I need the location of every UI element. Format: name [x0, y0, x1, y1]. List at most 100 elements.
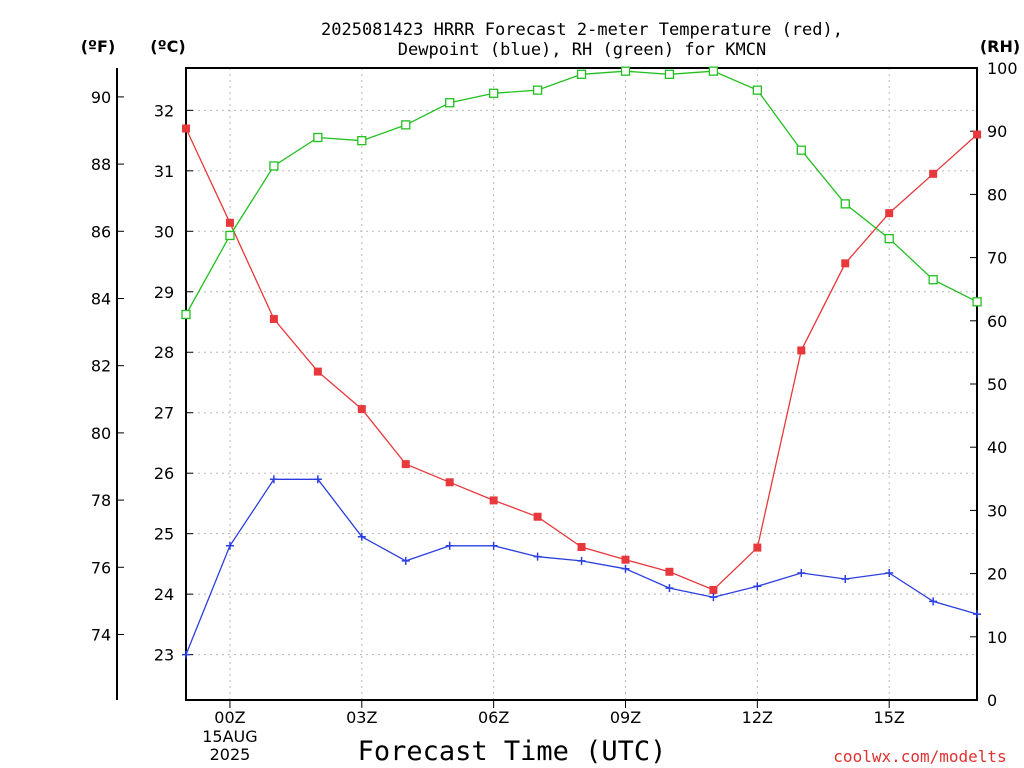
temperature-point	[533, 512, 542, 521]
rh-point	[488, 88, 499, 98]
tick-label-rh: 80	[987, 185, 1007, 204]
dewpoint-point	[401, 556, 410, 565]
tick-label-x: 12Z	[742, 708, 773, 727]
temperature-point	[577, 542, 586, 551]
dewpoint-point	[577, 556, 586, 565]
credit-text: coolwx.com/modelts	[833, 747, 1006, 766]
tick-label-rh: 50	[987, 375, 1007, 394]
tick-label-celsius: 31	[154, 162, 174, 181]
tick-label-fahrenheit: 74	[91, 625, 111, 644]
tick-label-x: 03Z	[346, 708, 377, 727]
tick-label-rh: 60	[987, 312, 1007, 331]
rh-point	[796, 145, 806, 155]
temperature-point	[797, 346, 806, 355]
dewpoint-point	[973, 610, 982, 619]
dewpoint-point	[225, 541, 234, 550]
temperature-point	[313, 367, 322, 376]
dewpoint-point	[269, 475, 278, 484]
tick-label-rh: 0	[987, 691, 997, 710]
tick-label-rh: 30	[987, 501, 1007, 520]
temperature-point	[357, 405, 366, 414]
rh-point	[401, 120, 411, 130]
dewpoint-point	[489, 541, 498, 550]
rh-point	[840, 199, 850, 209]
dewpoint-point	[929, 597, 938, 606]
tick-label-celsius: 29	[154, 283, 174, 302]
tick-label-x: 06Z	[478, 708, 509, 727]
rh-point	[357, 136, 367, 146]
dewpoint-point	[665, 584, 674, 593]
rh-point	[620, 66, 631, 76]
tick-label-rh: 90	[987, 122, 1007, 141]
temperature-point	[841, 259, 850, 268]
temperature-point	[182, 124, 190, 133]
unit-label-rh: (RH)	[980, 37, 1020, 56]
rh-point	[928, 275, 938, 285]
dewpoint-point	[313, 475, 322, 484]
tick-label-celsius: 24	[154, 585, 174, 604]
tick-sublabel-x: 15AUG	[202, 727, 257, 746]
dewpoint-point	[182, 650, 190, 659]
tick-label-fahrenheit: 82	[91, 357, 111, 376]
tick-label-fahrenheit: 86	[91, 222, 111, 241]
temperature-line	[185, 128, 978, 591]
rh-point	[576, 69, 587, 79]
tick-label-celsius: 25	[154, 525, 174, 544]
tick-label-x: 15Z	[874, 708, 905, 727]
tick-label-celsius: 23	[154, 646, 174, 665]
tick-label-fahrenheit: 84	[91, 289, 111, 308]
rh-point	[972, 297, 982, 307]
dewpoint-point	[841, 575, 850, 584]
tick-label-rh: 10	[987, 628, 1007, 647]
plot-frame	[185, 67, 978, 701]
dewpoint-point	[753, 582, 762, 591]
tick-label-rh: 100	[987, 59, 1018, 78]
temperature-point	[709, 585, 718, 594]
series-layer	[181, 66, 982, 659]
rh-point	[445, 98, 455, 108]
tick-label-rh: 40	[987, 438, 1007, 457]
rh-line	[185, 70, 978, 315]
tick-label-rh: 70	[987, 249, 1007, 268]
temperature-point	[753, 543, 762, 552]
dewpoint-point	[885, 568, 894, 577]
temperature-point	[489, 496, 498, 505]
tick-label-celsius: 26	[154, 464, 174, 483]
chart-title-line2: Dewpoint (blue), RH (green) for KMCN	[398, 40, 766, 60]
tick-label-celsius: 27	[154, 404, 174, 423]
temperature-point	[885, 209, 894, 218]
temperature-point	[973, 130, 982, 139]
tick-label-celsius: 30	[154, 222, 174, 241]
chart-title-line1: 2025081423 HRRR Forecast 2-meter Tempera…	[321, 20, 843, 40]
rh-point	[884, 233, 894, 244]
dewpoint-point	[621, 564, 630, 573]
tick-label-x: 00Z	[214, 708, 245, 727]
dewpoint-point	[797, 568, 806, 577]
tick-label-fahrenheit: 88	[91, 155, 111, 174]
unit-label-celsius: (ºC)	[150, 37, 185, 56]
tick-label-fahrenheit: 80	[91, 424, 111, 443]
temperature-point	[401, 460, 410, 469]
tick-label-fahrenheit: 78	[91, 491, 111, 510]
grid-lines	[186, 68, 977, 700]
tick-sublabel-x: 2025	[210, 745, 251, 764]
temperature-point	[621, 555, 630, 564]
rh-point	[752, 85, 762, 95]
axes: 74 76 78 80 82 84 86 88 90 23 24 25 26 27 28 29 30 31 32 0 1…	[91, 59, 1018, 764]
unit-label-fahrenheit: (ºF)	[81, 37, 116, 56]
tick-label-celsius: 32	[154, 101, 174, 120]
dewpoint-point	[533, 552, 542, 561]
dewpoint-line	[185, 478, 978, 655]
tick-label-x: 09Z	[610, 708, 641, 727]
dewpoint-point	[357, 532, 366, 541]
tick-label-celsius: 28	[154, 343, 174, 362]
rh-point	[664, 69, 675, 79]
dewpoint-point	[709, 593, 718, 602]
temperature-point	[929, 169, 938, 178]
tick-label-fahrenheit: 76	[91, 558, 111, 577]
tick-label-fahrenheit: 90	[91, 88, 111, 107]
tick-label-rh: 20	[987, 565, 1007, 584]
rh-point	[313, 132, 323, 143]
x-axis-label: Forecast Time (UTC)	[358, 736, 667, 767]
